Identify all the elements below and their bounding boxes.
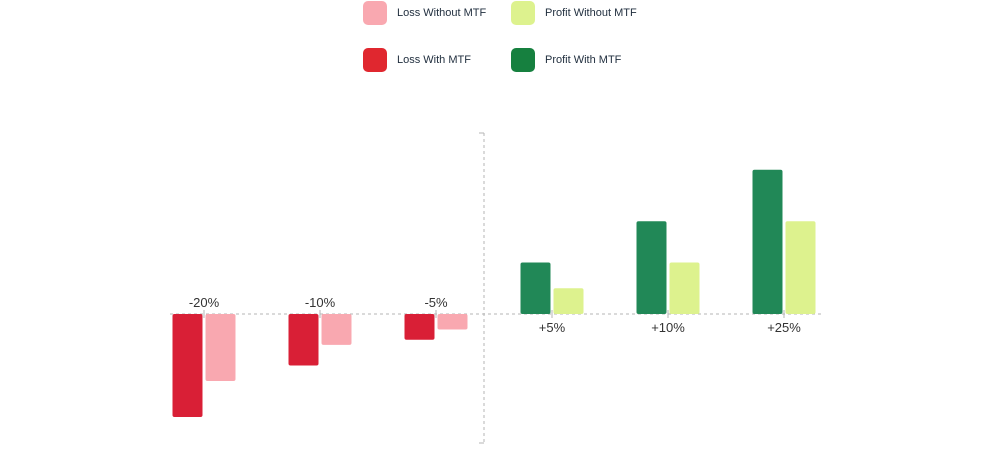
tick-label-plus5pct: +5% <box>539 320 566 335</box>
legend-swatch-profit-with-mtf <box>511 48 535 72</box>
bar-plus10pct-with-mtf <box>636 221 667 314</box>
tick-label-plus10pct: +10% <box>651 320 685 335</box>
bar-minus10pct-with-mtf <box>288 314 319 366</box>
tick-label-minus10pct: -10% <box>305 295 336 310</box>
bar-plus10pct-without-mtf <box>669 262 700 314</box>
legend-item-loss-without-mtf: Loss Without MTF <box>363 1 486 25</box>
legend-swatch-profit-without-mtf <box>511 1 535 25</box>
legend-label-profit-with-mtf: Profit With MTF <box>545 54 622 66</box>
bar-plus25pct-with-mtf <box>752 169 783 314</box>
tick-label-minus5pct: -5% <box>424 295 448 310</box>
bar-plus5pct-without-mtf <box>553 288 584 314</box>
bar-plus5pct-with-mtf <box>520 262 551 314</box>
bars-group <box>172 169 816 417</box>
bar-minus10pct-without-mtf <box>321 314 352 345</box>
tick-label-plus25pct: +25% <box>767 320 801 335</box>
bar-minus20pct-with-mtf <box>172 314 203 417</box>
legend-item-profit-with-mtf: Profit With MTF <box>511 48 621 72</box>
legend-item-profit-without-mtf: Profit Without MTF <box>511 1 637 25</box>
legend-label-loss-with-mtf: Loss With MTF <box>397 54 471 66</box>
bar-minus20pct-without-mtf <box>205 314 236 381</box>
legend-label-loss-without-mtf: Loss Without MTF <box>397 7 487 19</box>
bar-minus5pct-with-mtf <box>404 314 435 340</box>
legend-swatch-loss-with-mtf <box>363 48 387 72</box>
bar-plus25pct-without-mtf <box>785 221 816 314</box>
legend-item-loss-with-mtf: Loss With MTF <box>363 48 471 72</box>
legend-label-profit-without-mtf: Profit Without MTF <box>545 7 637 19</box>
bar-minus5pct-without-mtf <box>437 314 468 330</box>
tick-label-minus20pct: -20% <box>189 295 220 310</box>
legend-swatch-loss-without-mtf <box>363 1 387 25</box>
tick-labels-group: -20% -10% -5% +5% +10% +25% <box>189 295 801 335</box>
